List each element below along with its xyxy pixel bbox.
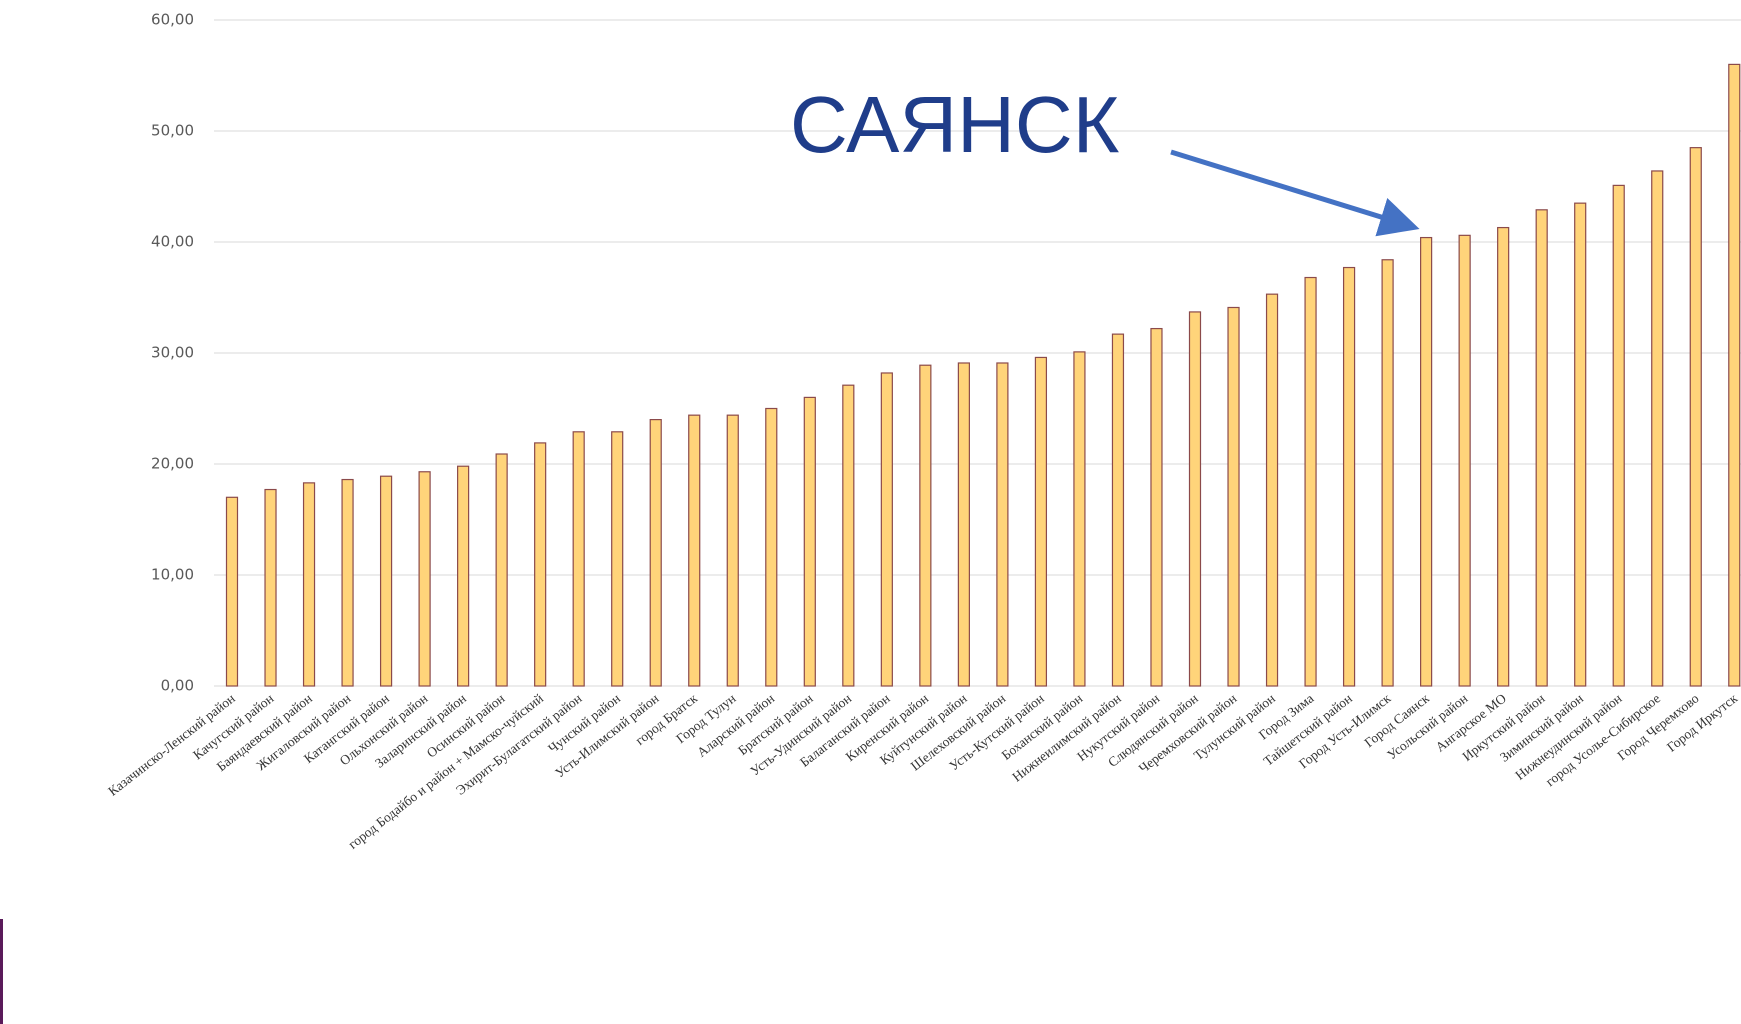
bar bbox=[880, 372, 893, 687]
y-tick-label: 50,00 bbox=[151, 122, 194, 140]
y-tick-label: 20,00 bbox=[151, 455, 194, 473]
bar bbox=[1381, 259, 1394, 687]
bar bbox=[765, 407, 778, 687]
y-tick-label: 30,00 bbox=[151, 344, 194, 362]
bar bbox=[1574, 202, 1587, 687]
bar bbox=[1265, 293, 1279, 687]
bar bbox=[1458, 234, 1471, 687]
annotation: САЯНСК bbox=[790, 80, 1120, 169]
bar bbox=[611, 431, 624, 687]
annotation-arrow bbox=[1170, 149, 1420, 237]
bar bbox=[1304, 276, 1317, 687]
bar bbox=[302, 482, 316, 687]
bar bbox=[803, 396, 816, 687]
bar bbox=[341, 478, 354, 687]
y-tick-label: 10,00 bbox=[151, 566, 194, 584]
bar bbox=[1420, 236, 1433, 687]
bar bbox=[1073, 351, 1086, 687]
bar bbox=[649, 419, 662, 687]
bar bbox=[1034, 356, 1048, 687]
bar bbox=[379, 475, 393, 687]
bar bbox=[418, 471, 431, 687]
bar bbox=[1535, 209, 1548, 687]
slide-accent bbox=[0, 919, 3, 1024]
bar bbox=[726, 414, 739, 687]
bar bbox=[1728, 63, 1741, 687]
bar bbox=[919, 364, 932, 687]
bar bbox=[1227, 306, 1240, 687]
bar bbox=[842, 384, 855, 687]
bar bbox=[225, 496, 239, 687]
bar bbox=[1689, 147, 1702, 687]
bar bbox=[1612, 184, 1625, 687]
bar bbox=[1111, 333, 1125, 687]
y-tick-label: 40,00 bbox=[151, 233, 194, 251]
bar bbox=[1150, 327, 1163, 687]
bar bbox=[572, 431, 585, 687]
bar bbox=[1497, 226, 1510, 687]
plot: 0,0010,0020,0030,0040,0050,0060,00Казачи… bbox=[105, 11, 1741, 852]
bar bbox=[957, 362, 970, 687]
y-tick-label: 0,00 bbox=[161, 677, 194, 695]
y-tick-label: 60,00 bbox=[151, 11, 194, 29]
bar bbox=[996, 362, 1009, 687]
bar bbox=[264, 488, 277, 687]
bar bbox=[1651, 170, 1664, 687]
bar bbox=[495, 453, 508, 687]
bar bbox=[534, 442, 547, 687]
bar bbox=[1188, 311, 1202, 687]
bar bbox=[1342, 266, 1356, 687]
bar bbox=[457, 465, 470, 687]
bar bbox=[688, 414, 701, 687]
